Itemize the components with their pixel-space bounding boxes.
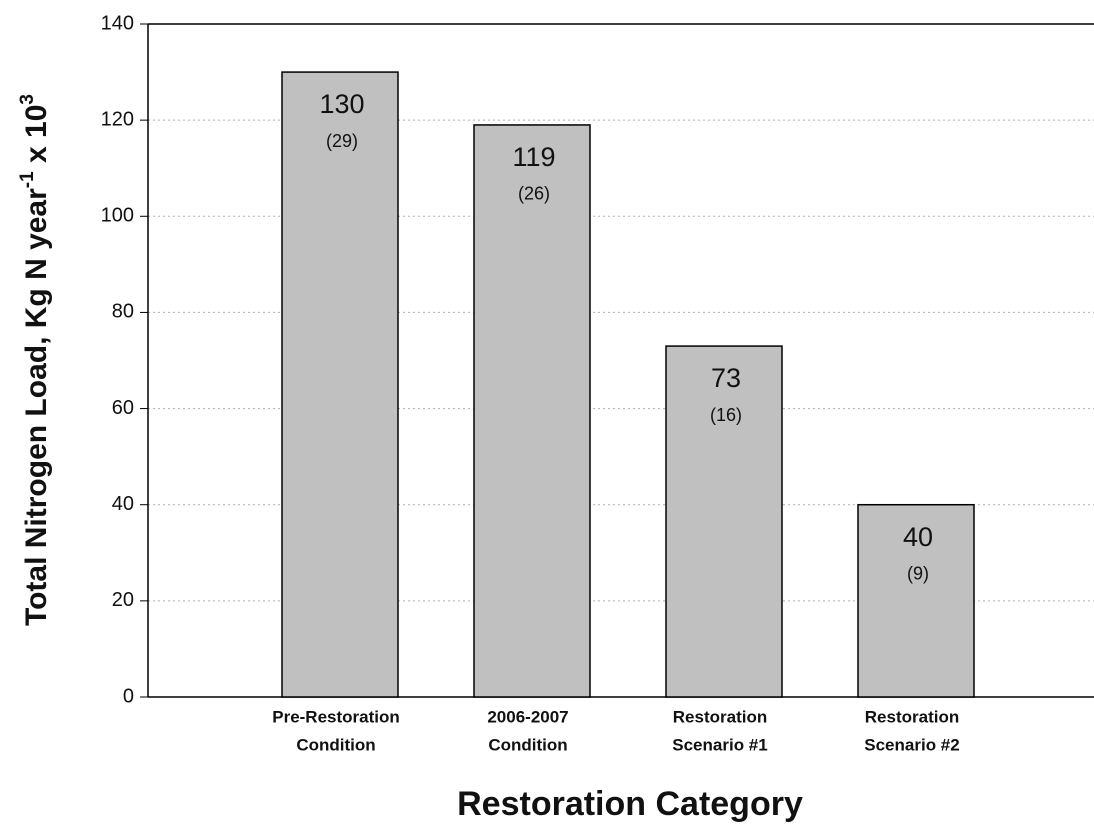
x-tick-label: Restoration (673, 707, 767, 726)
label-text: Total Nitrogen Load, Kg N year (20, 188, 53, 626)
x-tick-label: 2006-2007 (487, 707, 568, 726)
bar (665, 345, 783, 698)
x-axis-title: Restoration Category (457, 785, 803, 823)
bar (281, 71, 399, 698)
y-tick-label: 40 (112, 493, 134, 515)
x-tick-label: Scenario #2 (864, 735, 959, 754)
y-tick-label: 100 (101, 205, 134, 227)
x-tick-label: Condition (488, 735, 567, 754)
x-tick-label: Pre-Restoration (272, 707, 400, 726)
annotation: (16) (710, 405, 742, 425)
label-text: x 10 (20, 105, 53, 172)
y-tick-label: 140 (101, 12, 134, 34)
y-tick-label: 120 (101, 108, 134, 130)
x-tick-label: Condition (296, 735, 375, 754)
value-label: 73 (711, 363, 741, 393)
annotation: (9) (907, 563, 929, 583)
y-tick-label: 80 (112, 301, 134, 323)
bar (857, 503, 975, 698)
y-axis-title: Total Nitrogen Load, Kg N year-1 x 103 (17, 94, 53, 626)
annotation: (29) (326, 131, 358, 151)
y-tick-label: 0 (123, 685, 134, 707)
bar (473, 124, 591, 698)
x-tick-label: Restoration (865, 707, 959, 726)
superscript: -1 (17, 171, 38, 188)
x-tick-label: Scenario #1 (672, 735, 767, 754)
y-tick-label: 20 (112, 589, 134, 611)
value-label: 130 (319, 89, 364, 119)
value-label: 119 (512, 142, 555, 172)
value-label: 40 (903, 522, 933, 552)
y-tick-label: 60 (112, 397, 134, 419)
annotation: (26) (518, 184, 550, 204)
superscript: 3 (17, 94, 38, 105)
